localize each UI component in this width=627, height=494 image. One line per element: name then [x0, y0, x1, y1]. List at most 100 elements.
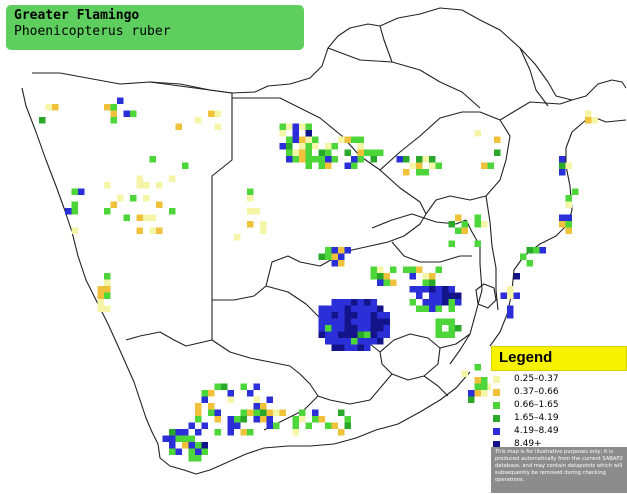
species-common-name: Greater Flamingo: [14, 8, 140, 23]
sighting-cell: [370, 305, 377, 312]
sighting-cell: [247, 390, 254, 397]
sighting-cell: [156, 227, 163, 234]
sighting-cell: [364, 318, 371, 325]
sighting-cell: [383, 273, 390, 280]
sighting-cell: [338, 409, 345, 416]
sighting-cell: [364, 331, 371, 338]
sighting-cell: [364, 299, 371, 306]
sighting-cell: [338, 338, 345, 345]
sighting-cell: [429, 156, 436, 163]
sighting-cell: [416, 156, 423, 163]
sighting-cell: [136, 175, 143, 182]
legend-item-label: 8.49+: [514, 439, 542, 449]
sighting-cell: [344, 331, 351, 338]
sighting-cell: [318, 253, 325, 260]
sighting-cell: [286, 123, 293, 130]
sighting-cell: [71, 208, 78, 215]
sighting-cell: [351, 305, 358, 312]
sighting-cell: [260, 409, 267, 416]
sighting-cell: [71, 201, 78, 208]
legend-swatch: [493, 415, 500, 422]
sighting-cell: [104, 182, 111, 189]
sighting-cell: [461, 370, 468, 377]
sighting-cell: [234, 416, 241, 423]
sighting-cell: [370, 266, 377, 273]
sighting-cell: [214, 123, 221, 130]
sighting-cell: [318, 416, 325, 423]
sighting-cell: [481, 377, 488, 384]
sighting-cell: [370, 273, 377, 280]
sighting-cell: [234, 422, 241, 429]
sighting-cell: [370, 299, 377, 306]
namibia-border: [125, 81, 233, 347]
sighting-cell: [169, 429, 176, 436]
sighting-cell: [286, 136, 293, 143]
sighting-cell: [201, 390, 208, 397]
sighting-cell: [455, 299, 462, 306]
sighting-cell: [169, 448, 176, 455]
sa-internal-west: [211, 339, 319, 397]
sighting-cell: [292, 130, 299, 137]
sighting-cell: [325, 247, 332, 254]
sighting-cell: [169, 442, 176, 449]
legend-item-label: 4.19–8.49: [514, 426, 559, 436]
sighting-cell: [377, 318, 384, 325]
sighting-cell: [383, 318, 390, 325]
sighting-cell: [143, 195, 150, 202]
sighting-cell: [539, 247, 546, 254]
sighting-cell: [351, 156, 358, 163]
sighting-cell: [195, 409, 202, 416]
sighting-cell: [188, 422, 195, 429]
sighting-cell: [227, 396, 234, 403]
sighting-cell: [136, 227, 143, 234]
sighting-cell: [429, 162, 436, 169]
sighting-cell: [409, 266, 416, 273]
legend-swatch: [493, 402, 500, 409]
map-disclaimer: This map is for illustrative purposes on…: [491, 447, 627, 493]
sighting-cell: [247, 429, 254, 436]
sighting-cell: [279, 409, 286, 416]
sighting-cell: [279, 143, 286, 150]
sighting-cell: [338, 331, 345, 338]
sighting-cell: [559, 156, 566, 163]
sighting-cell: [422, 169, 429, 176]
sighting-cell: [312, 156, 319, 163]
sighting-cell: [474, 221, 481, 228]
sighting-cell: [247, 188, 254, 195]
sighting-cell: [247, 195, 254, 202]
sighting-cell: [448, 318, 455, 325]
sighting-cell: [305, 156, 312, 163]
sighting-cell: [377, 331, 384, 338]
sighting-cell: [266, 422, 273, 429]
sighting-cell: [565, 195, 572, 202]
sighting-cell: [188, 435, 195, 442]
sighting-cell: [208, 403, 215, 410]
sighting-cell: [559, 221, 566, 228]
sighting-cell: [370, 312, 377, 319]
sighting-cell: [377, 149, 384, 156]
sighting-cell: [325, 305, 332, 312]
sighting-cell: [370, 325, 377, 332]
sighting-cell: [565, 162, 572, 169]
sighting-cell: [279, 123, 286, 130]
sighting-cell: [435, 331, 442, 338]
sighting-cell: [143, 214, 150, 221]
sighting-cell: [351, 312, 358, 319]
sighting-cell: [201, 422, 208, 429]
sighting-cell: [130, 110, 137, 117]
sighting-cell: [266, 409, 273, 416]
sighting-cell: [45, 104, 52, 111]
sighting-cell: [442, 286, 449, 293]
sighting-cell: [331, 344, 338, 351]
sighting-cell: [403, 169, 410, 176]
sighting-cell: [305, 136, 312, 143]
sighting-cell: [507, 292, 514, 299]
sighting-cell: [260, 403, 267, 410]
sighting-cell: [357, 143, 364, 150]
legend-panel: Legend 0.25–0.37 0.37–0.66 0.66–1.65 1.6…: [491, 346, 627, 493]
eswatini-border: [475, 283, 497, 309]
sighting-cell: [422, 286, 429, 293]
sighting-cell: [390, 266, 397, 273]
sighting-cell: [156, 201, 163, 208]
sighting-cell: [357, 325, 364, 332]
